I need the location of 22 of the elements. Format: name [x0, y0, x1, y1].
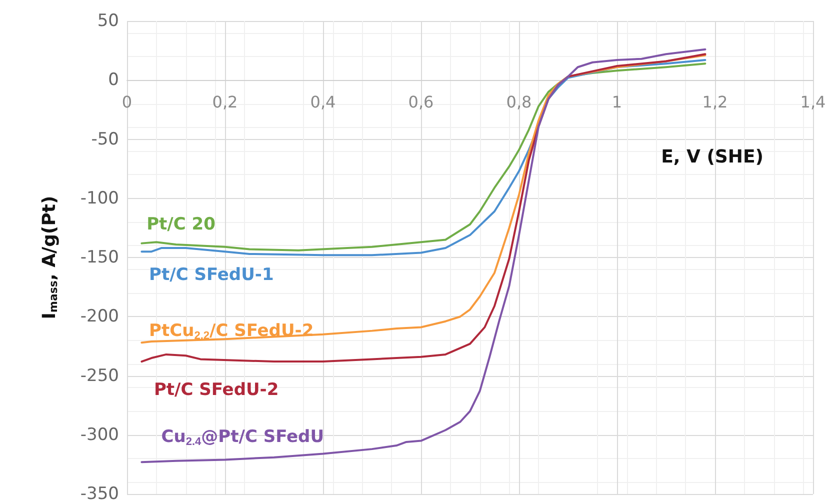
y-tick-label: -200 — [80, 306, 119, 327]
x-tick-label: 0,6 — [408, 92, 434, 112]
x-axis-title: E, V (SHE) — [661, 146, 764, 168]
y-tick-label: -300 — [80, 424, 119, 445]
x-tick-label: 0,2 — [212, 92, 238, 112]
x-tick-label: 0 — [122, 92, 132, 112]
series-label: Pt/C 20 — [146, 214, 216, 234]
y-tick-label: 0 — [108, 70, 119, 90]
x-tick-label: 0,8 — [506, 92, 532, 112]
y-tick-label: -100 — [80, 188, 119, 208]
y-tick-label: -50 — [91, 129, 119, 150]
x-tick-label: 0,4 — [310, 92, 336, 112]
y-tick-label: -250 — [80, 366, 119, 386]
x-tick-label: 1,4 — [800, 92, 826, 112]
y-tick-label: -350 — [80, 484, 119, 504]
series-label: Pt/C SFedU-1 — [149, 265, 274, 286]
y-axis-title: Imass, A/g(Pt) — [39, 196, 60, 320]
x-tick-label: 1,2 — [702, 92, 728, 112]
y-tick-label: -150 — [80, 248, 119, 268]
y-tick-label: 50 — [97, 11, 119, 31]
series-label: Pt/C SFedU-2 — [154, 380, 279, 400]
x-tick-label: 1 — [612, 92, 622, 112]
